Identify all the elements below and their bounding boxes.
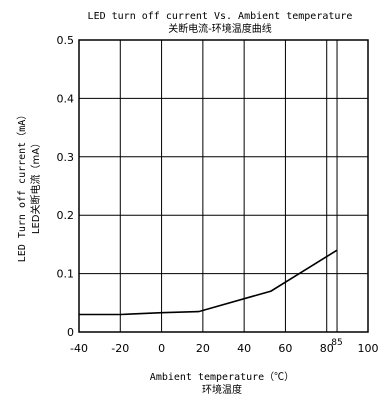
x-tick-label: 40 — [237, 342, 251, 355]
y-tick-label: 0.1 — [57, 268, 75, 281]
x-axis-label-cn: 环境温度 — [202, 383, 242, 396]
plot-area — [78, 39, 369, 333]
y-tick-label: 0.3 — [57, 151, 75, 164]
chart-subtitle: 关断电流-环境温度曲线 — [168, 22, 272, 35]
x-tick-label: -20 — [111, 342, 129, 355]
chart-title: LED turn off current Vs. Ambient tempera… — [88, 11, 353, 22]
y-tick-label: 0.4 — [57, 92, 75, 105]
x-tick-labels: -40 -20 0 20 40 60 80 100 85 — [70, 338, 378, 355]
series-line — [79, 249, 338, 316]
y-tick-labels: 0 0.1 0.2 0.3 0.4 0.5 — [57, 34, 75, 339]
y-tick-label: 0.2 — [57, 209, 75, 222]
x-tick-label: 80 — [320, 342, 334, 355]
x-tick-label: 60 — [278, 342, 292, 355]
x-tick-label: 0 — [158, 342, 165, 355]
x-axis-label: Ambient temperature（℃） — [150, 371, 294, 383]
grid-lines — [79, 40, 368, 332]
y-tick-label: 0.5 — [57, 34, 75, 47]
x-tick-label: -40 — [70, 342, 88, 355]
y-tick-label: 0 — [67, 326, 74, 339]
x-tick-label-extra: 85 — [331, 338, 342, 348]
x-tick-label: 20 — [196, 342, 210, 355]
x-tick-label: 100 — [358, 342, 379, 355]
y-axis-label: LED Turn off current（mA） — [16, 110, 28, 262]
y-axis-label-cn: LED关断电流（mA） — [29, 138, 42, 234]
